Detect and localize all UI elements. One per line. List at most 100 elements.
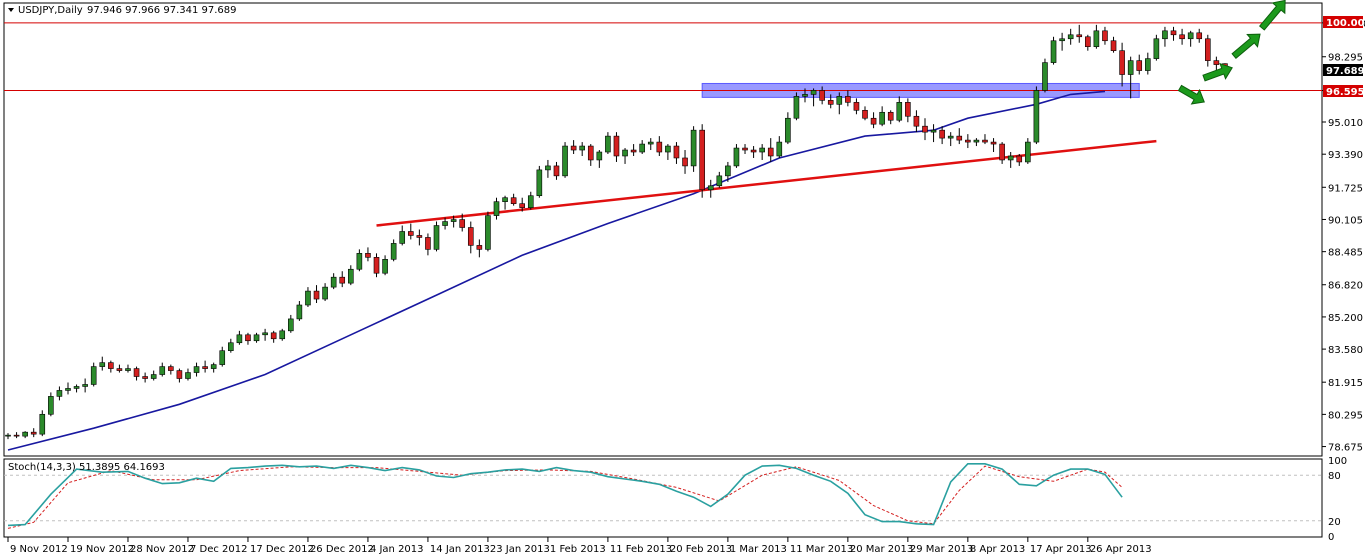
candle [30, 428, 37, 438]
candle [613, 132, 620, 162]
candle [5, 433, 11, 440]
candle-body [913, 115, 920, 127]
candle-body [176, 370, 183, 379]
arrow-shape [1177, 84, 1205, 105]
candle [476, 239, 483, 258]
candle-body [990, 141, 997, 145]
candle-body [365, 253, 371, 258]
date-axis-tick-label: 11 Mar 2013 [790, 544, 853, 555]
candle-body [425, 237, 431, 250]
candle [510, 193, 517, 206]
symbol-menu-triangle-icon[interactable] [8, 8, 14, 12]
candle-body [459, 219, 466, 228]
candle-body [819, 90, 825, 101]
candle-body [90, 366, 97, 385]
candle [399, 225, 406, 246]
candle-body [236, 334, 243, 344]
candle-body [347, 268, 354, 284]
forecast-arrow [1231, 33, 1261, 60]
candle [519, 197, 526, 212]
candle [587, 144, 594, 166]
candle [279, 328, 286, 341]
candle-body [887, 111, 894, 121]
candle-body [879, 111, 885, 125]
candle-body [1050, 40, 1057, 63]
candle [425, 233, 431, 256]
candle-body [930, 129, 937, 133]
stochastic-axis-tick-label: 100 [1328, 456, 1347, 467]
candle-body [313, 290, 320, 300]
candle [1110, 36, 1117, 53]
candle [1007, 152, 1014, 168]
candle-body [827, 100, 834, 105]
candle [365, 247, 371, 262]
candle [905, 98, 911, 123]
candle-body [1145, 58, 1151, 71]
candle-body [905, 102, 911, 117]
candle-body [305, 290, 311, 306]
candle [776, 136, 783, 158]
candle [1153, 34, 1160, 61]
date-axis-tick-label: 19 Nov 2012 [70, 544, 134, 555]
candle-body [442, 221, 448, 226]
candle [759, 144, 765, 160]
candle [725, 161, 731, 182]
candle [1136, 54, 1143, 75]
candle [185, 368, 191, 381]
last-price-tag [1323, 64, 1363, 76]
candle-body [596, 151, 603, 161]
candle [459, 213, 466, 232]
candle-body [622, 149, 628, 157]
symbol-label: USDJPY,Daily [18, 5, 83, 16]
date-axis-tick-label: 28 Nov 2012 [130, 544, 194, 555]
candle-body [570, 145, 577, 151]
candle [930, 124, 937, 143]
candle [39, 410, 46, 437]
stochastic-signal-line [7, 465, 1123, 529]
candle-body [1136, 60, 1143, 71]
candle [570, 140, 577, 154]
date-axis-tick-label: 9 Nov 2012 [10, 544, 68, 555]
candle [296, 301, 303, 321]
candle [1162, 26, 1168, 47]
candle [793, 92, 800, 121]
candle-body [30, 431, 37, 435]
price-axis-tick-label: 86.820 [1328, 281, 1363, 292]
candle [288, 314, 294, 333]
candle-body [48, 396, 54, 415]
candle-body [382, 259, 388, 274]
candle-body [1162, 30, 1168, 40]
candle-body [690, 129, 697, 167]
candle-body [965, 139, 971, 143]
candle-body [605, 135, 611, 153]
candle [922, 118, 928, 141]
candle [133, 366, 140, 381]
candle-body [1067, 34, 1074, 40]
candle [562, 142, 568, 178]
candle-body [450, 219, 457, 222]
candle-body [853, 102, 860, 111]
candle-body [5, 434, 11, 437]
candle-body [639, 143, 645, 153]
candle [887, 110, 894, 125]
candle [527, 191, 534, 210]
candle-body [750, 149, 757, 153]
candle-body [656, 141, 663, 153]
candle [116, 364, 123, 373]
date-axis-tick-label: 8 Apr 2013 [970, 544, 1025, 555]
candle [210, 362, 217, 373]
candle [965, 134, 971, 149]
candle-body [202, 366, 208, 369]
candle-body [1033, 90, 1040, 143]
candle [407, 223, 414, 240]
upper-line-price-tag [1323, 16, 1363, 28]
candle [1025, 138, 1031, 164]
candle [1067, 28, 1074, 45]
stochastic-label: Stoch(14,3,3) 51.3895 64.1693 [8, 462, 165, 473]
price-axis-tick-label: 91.725 [1328, 183, 1363, 194]
candle-body [99, 362, 106, 367]
forecast-arrow [1258, 0, 1286, 31]
candle-body [125, 368, 131, 371]
candle [656, 136, 663, 156]
